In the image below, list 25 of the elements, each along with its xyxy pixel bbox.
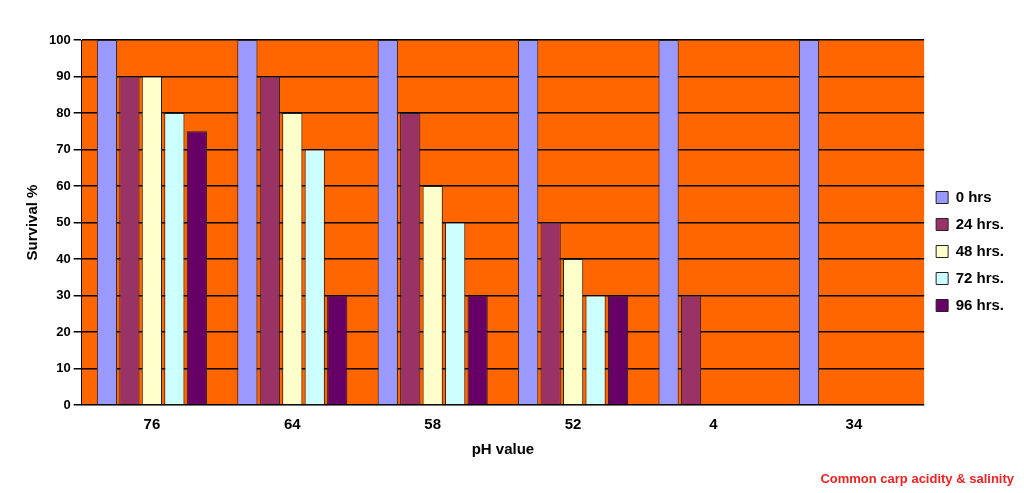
y-tick-label: 40 — [56, 250, 71, 266]
y-tick-label: 0 — [63, 396, 71, 412]
y-axis-title: Survival % — [23, 184, 41, 261]
y-tick-label: 70 — [56, 141, 71, 157]
text: Common carp acidity & salinity — [820, 471, 1015, 487]
y-tick-label: 60 — [56, 177, 71, 193]
legend-label: 0 hrs — [955, 187, 992, 205]
y-tick-label: 10 — [56, 360, 71, 376]
x-tick-label: 64 — [283, 415, 302, 433]
legend-label: 24 hrs. — [955, 214, 1005, 232]
y-tick-label: 20 — [56, 323, 71, 339]
x-tick-label: 52 — [564, 415, 582, 433]
legend-label: 72 hrs. — [955, 268, 1005, 286]
y-tick-label: 100 — [48, 31, 71, 47]
y-tick-label: 30 — [56, 287, 71, 303]
y-tick-label: 80 — [56, 104, 71, 120]
x-tick-label: 4 — [709, 415, 719, 433]
x-tick-label: 34 — [845, 415, 863, 433]
x-axis-title: pH value — [471, 440, 535, 458]
x-tick-label: 58 — [424, 415, 442, 433]
y-tick-label: 50 — [56, 214, 71, 230]
x-tick-label: 76 — [143, 415, 161, 433]
legend-label: 48 hrs. — [955, 241, 1005, 259]
y-tick-label: 90 — [56, 68, 71, 84]
legend-label: 96 hrs. — [955, 295, 1005, 313]
